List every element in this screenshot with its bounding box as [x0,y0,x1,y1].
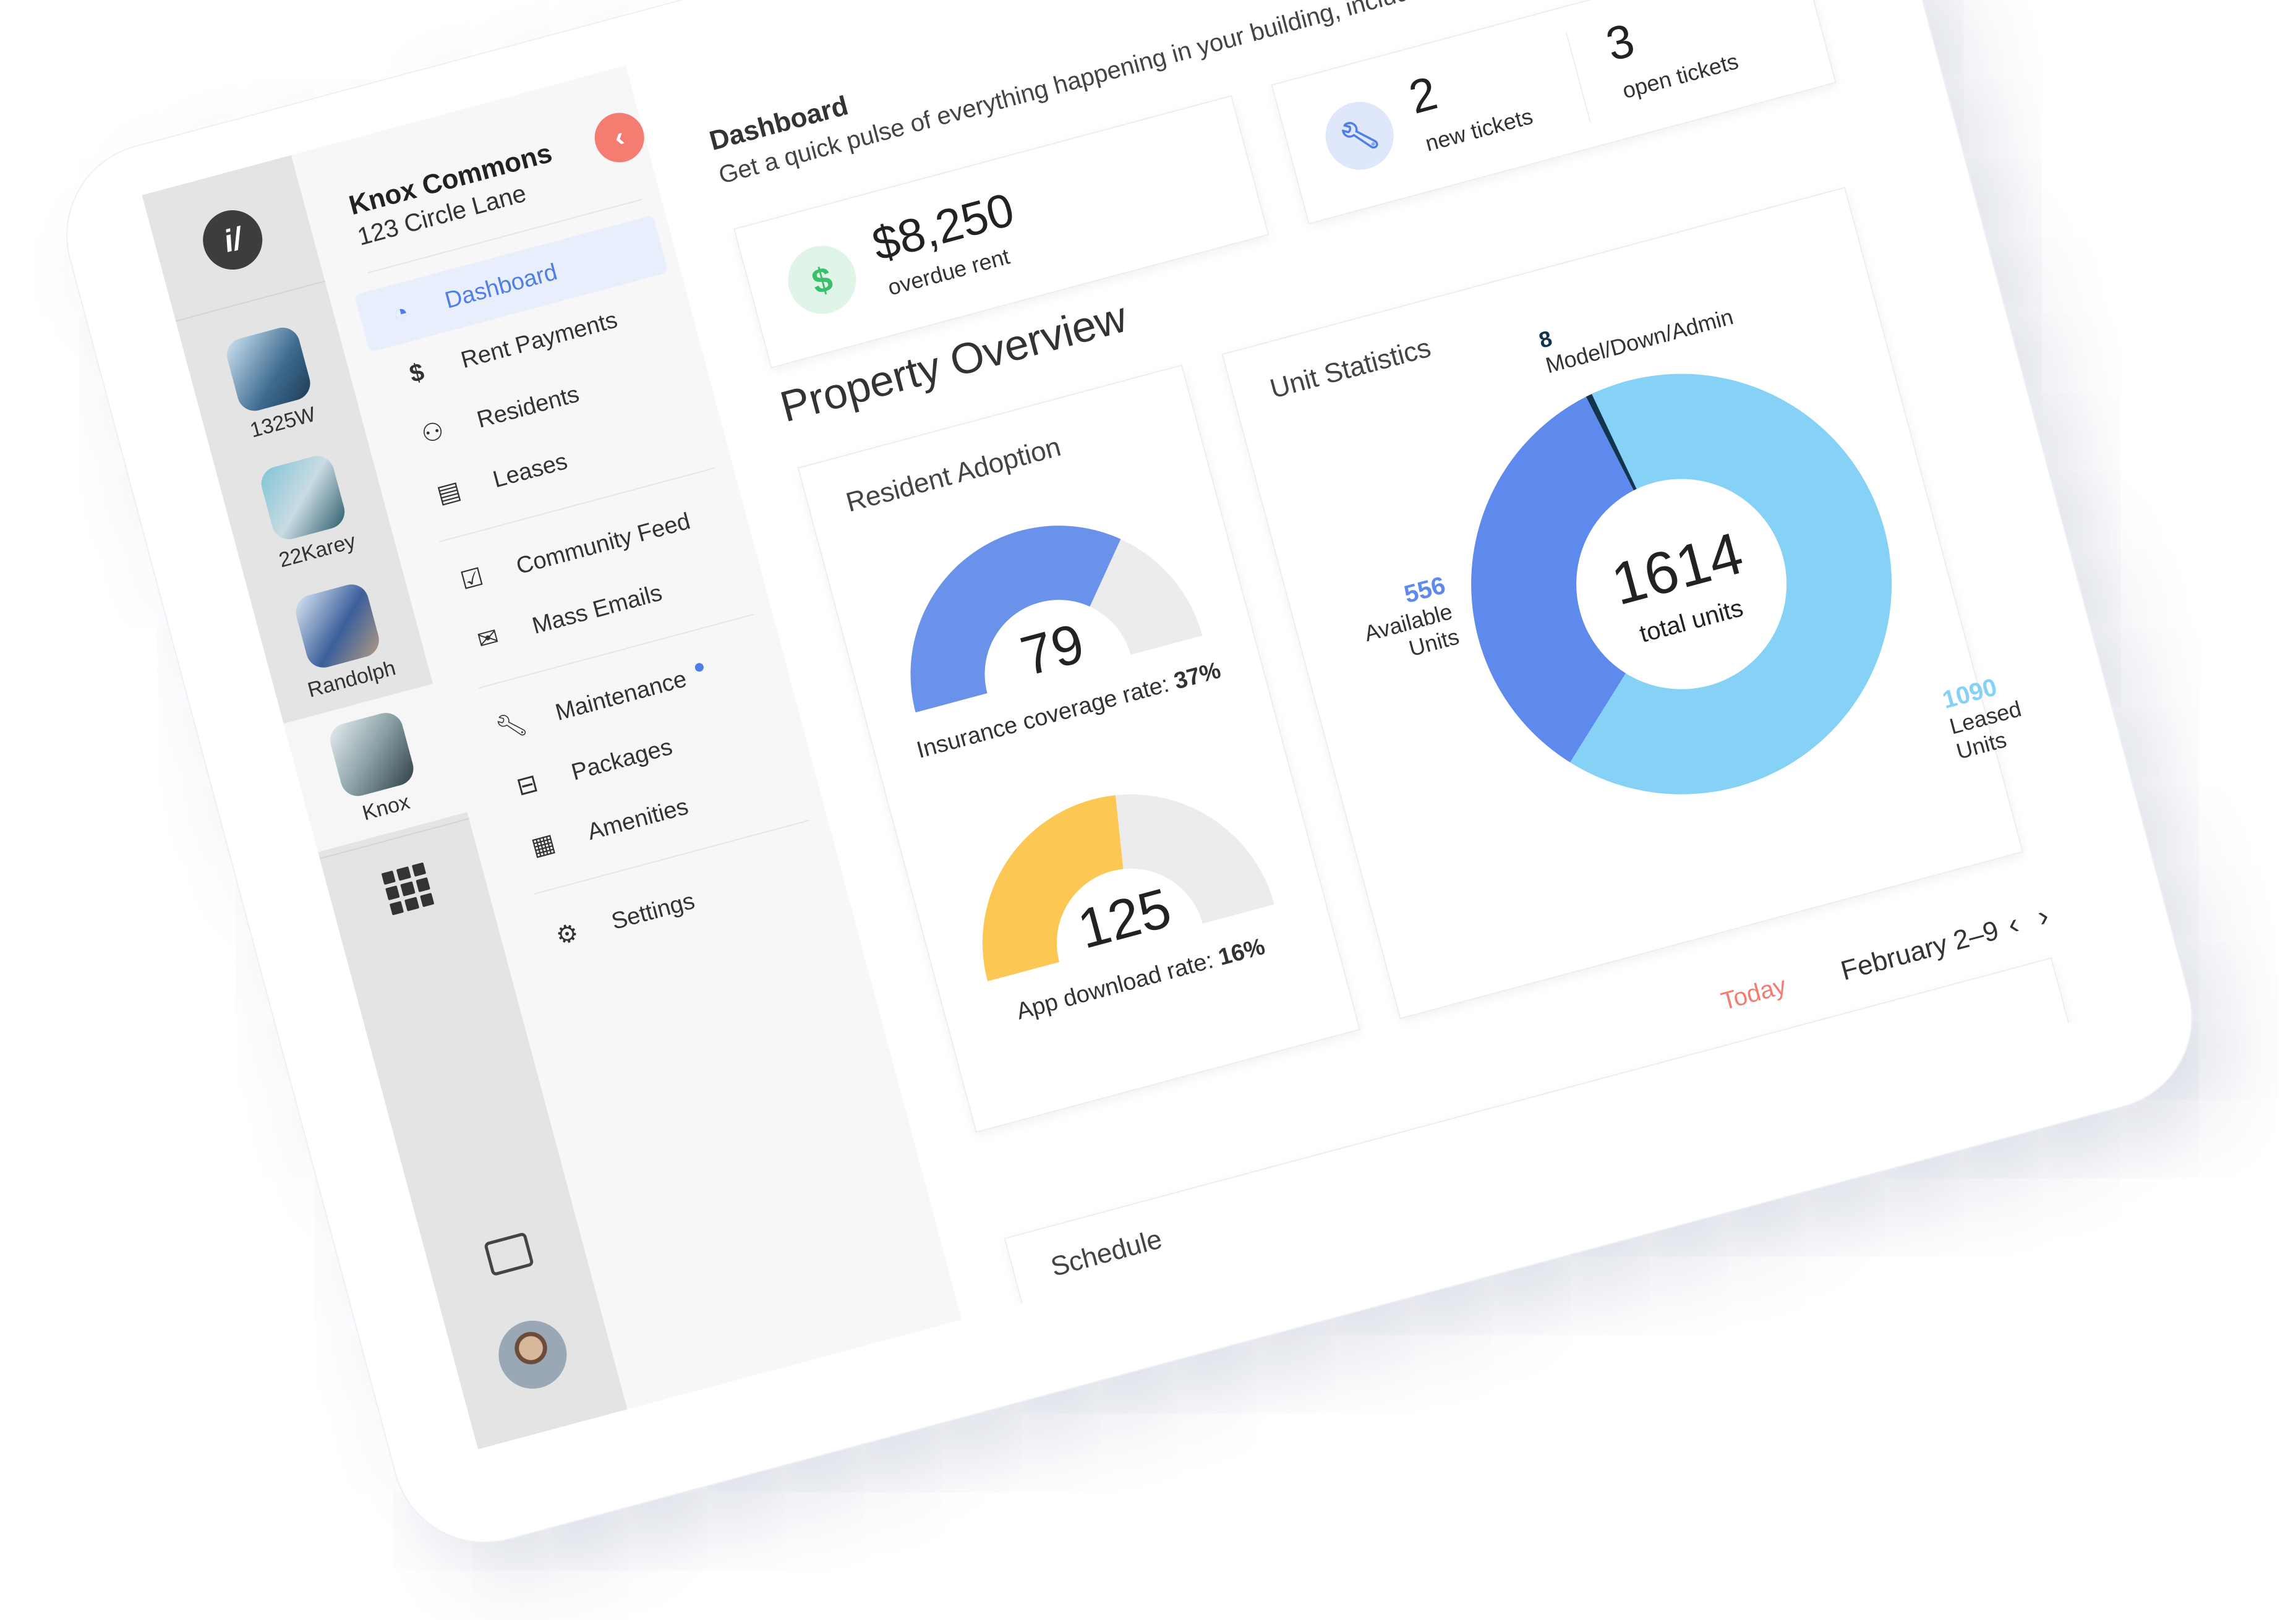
donut-segment [1570,373,1892,795]
app-download-gauge: 125 [982,794,1274,981]
chat-icon[interactable] [483,1232,535,1277]
unit-statistics-card: Unit Statistics 1614 total units 8 Model… [1221,187,2025,1020]
building-image [292,580,383,671]
app-logo: i/ [196,203,270,276]
next-week-button[interactable]: › [2034,898,2052,934]
dollar-icon: $ [780,238,864,322]
segment-label: Leased Units [1947,696,2025,764]
notification-dot [693,662,705,673]
chevron-left-icon: ‹ [611,121,628,153]
gauge-value: 79 [1015,612,1091,688]
today-button[interactable]: Today [1718,971,1790,1016]
sidebar-item-label: Dashboard [442,258,560,314]
insurance-rate-value: 37% [1171,657,1224,695]
chat-check-icon: ☑ [458,563,487,595]
wrench-icon: 🔧︎ [492,708,531,743]
building-image [326,709,417,800]
card-title: Unit Statistics [1266,332,1434,404]
document-icon: ▤ [433,476,464,509]
mail-icon: ✉ [474,623,502,655]
chevron-left-icon: ‹ [2004,907,2023,942]
open-tickets-label: open tickets [1620,48,1741,104]
main-content: Dashboard Get a quick pulse of everythin… [625,0,2151,1420]
building-image [257,452,349,544]
apps-grid-icon[interactable] [381,862,435,916]
divider [1565,32,1591,122]
week-range: February 2–9 [1837,915,2002,987]
donut-segment [1471,396,1634,763]
building-image [223,323,314,415]
sidebar-item-label: Settings [608,887,698,935]
app-screen: i/ 1325W 22Karey Randolph Knox Knox Comm… [142,0,2151,1450]
gauge-value: 125 [1072,877,1177,960]
gauge-fill [910,526,1121,713]
legend-leased: 1090 Leased Units [1940,673,2025,765]
insurance-gauge: 79 [910,526,1203,713]
pie-chart-icon: ◔ [390,297,412,328]
new-tickets-value: 2 [1404,66,1443,124]
sidebar-item-label: Amenities [584,793,691,845]
package-icon: ⊟ [513,769,541,801]
sidebar-item-label: Residents [474,380,582,433]
calendar-icon: ▦ [528,829,558,861]
open-tickets-value: 3 [1600,14,1640,72]
resident-adoption-card: Resident Adoption 79 Insurance coverage … [797,364,1361,1133]
app-rate-value: 16% [1215,933,1268,971]
sidebar-item-label: Packages [568,733,675,786]
avatar[interactable] [491,1313,574,1397]
tickets-card[interactable]: 🔧︎ 2 new tickets 3 open tickets [1271,0,1837,224]
unit-donut-chart [1471,373,1892,795]
gear-icon: ⚙ [553,918,582,951]
chevron-right-icon: › [2034,899,2052,934]
card-title: Resident Adoption [842,431,1064,518]
gauge-fill [982,795,1124,981]
wrench-icon: 🔧︎ [1318,94,1402,177]
legend-available: 556 Available Units [1316,571,1462,682]
prev-week-button[interactable]: ‹ [2004,906,2023,942]
dollar-icon: $ [406,357,427,388]
user-icon: ⚇ [418,416,447,449]
sidebar-item-label: Leases [490,448,570,493]
